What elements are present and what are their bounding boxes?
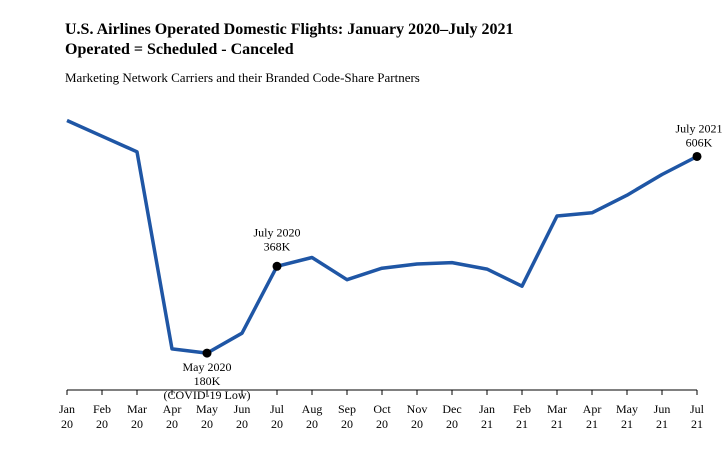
x-tick-label-year: 20	[306, 417, 318, 431]
x-tick-label-month: Jun	[234, 402, 251, 416]
x-tick-label-year: 21	[621, 417, 633, 431]
x-tick-label-year: 20	[376, 417, 388, 431]
annotation-label: July 2021	[675, 121, 722, 135]
x-tick-label-year: 20	[446, 417, 458, 431]
chart-title: U.S. Airlines Operated Domestic Flights:…	[65, 21, 514, 38]
x-tick-label-year: 20	[131, 417, 143, 431]
x-tick-label-month: Nov	[407, 402, 428, 416]
annotation-label: 368K	[264, 239, 291, 253]
annotation-point	[692, 151, 702, 161]
x-tick-label-month: Feb	[93, 402, 111, 416]
x-tick-label-month: Jan	[59, 402, 75, 416]
x-tick-label-year: 20	[61, 417, 73, 431]
x-tick-label-year: 21	[691, 417, 703, 431]
x-tick-label-month: May	[196, 402, 218, 416]
annotation-label: 180K	[194, 374, 221, 388]
x-tick-label-year: 21	[516, 417, 528, 431]
x-tick-label-month: Oct	[373, 402, 391, 416]
annotation-label: (COVID-19 Low)	[164, 388, 251, 402]
x-tick-label-month: Jun	[654, 402, 671, 416]
annotation-point	[202, 348, 212, 358]
annotation-label: May 2020	[183, 360, 232, 374]
x-tick-label-month: Sep	[338, 402, 356, 416]
x-tick-label-year: 20	[236, 417, 248, 431]
x-tick-label-month: May	[616, 402, 638, 416]
annotation-label: 606K	[686, 135, 713, 149]
x-axis: Jan20Feb20Mar20Apr20May20Jun20Jul20Aug20…	[59, 389, 705, 431]
x-tick-label-month: Apr	[583, 402, 602, 416]
annotation-label: July 2020	[253, 225, 300, 239]
series-line	[66, 118, 698, 355]
x-tick-label-month: Jul	[270, 402, 285, 416]
x-tick-label-month: Jan	[479, 402, 495, 416]
x-tick-label-year: 20	[271, 417, 283, 431]
x-tick-label-year: 21	[481, 417, 493, 431]
x-tick-label-month: Dec	[442, 402, 461, 416]
x-tick-label-month: Feb	[513, 402, 531, 416]
x-tick-label-year: 20	[341, 417, 353, 431]
x-tick-label-month: Aug	[302, 402, 323, 416]
x-tick-label-year: 20	[166, 417, 178, 431]
x-tick-label-month: Mar	[127, 402, 147, 416]
x-tick-label-year: 21	[586, 417, 598, 431]
chart-note: Marketing Network Carriers and their Bra…	[65, 70, 420, 85]
x-tick-label-month: Jul	[690, 402, 705, 416]
x-tick-label-month: Apr	[163, 402, 182, 416]
x-tick-label-month: Mar	[547, 402, 567, 416]
x-tick-label-year: 21	[551, 417, 563, 431]
x-tick-label-year: 20	[411, 417, 423, 431]
x-tick-label-year: 20	[96, 417, 108, 431]
chart-subtitle: Operated = Scheduled - Canceled	[65, 41, 294, 58]
series	[66, 118, 698, 355]
x-tick-label-year: 20	[201, 417, 213, 431]
x-tick-label-year: 21	[656, 417, 668, 431]
annotation-point	[272, 261, 282, 271]
